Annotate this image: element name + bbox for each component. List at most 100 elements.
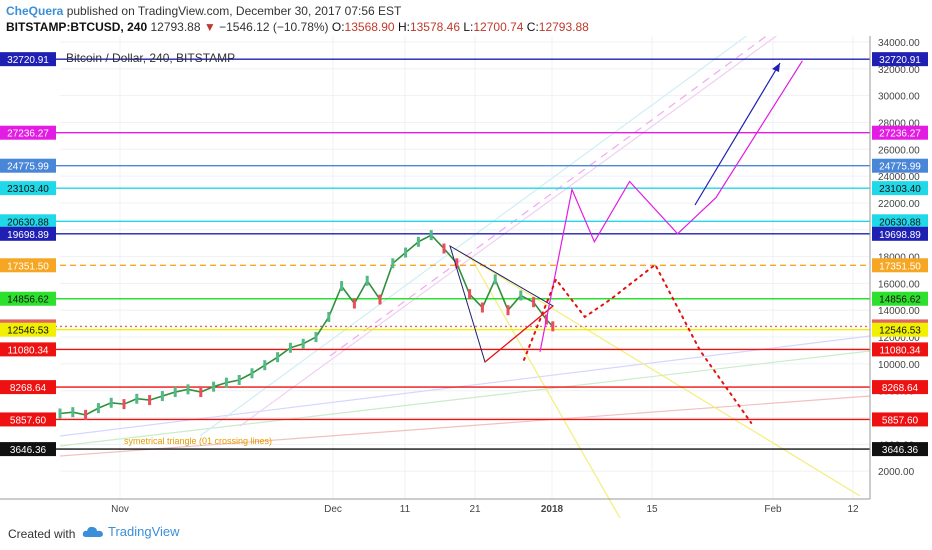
level-label-text: 27236.27 — [7, 129, 49, 140]
level-label-right: 14856.62 — [872, 291, 928, 306]
price-candle — [519, 290, 523, 301]
level-label-left: 23103.40 — [0, 181, 56, 196]
chart-background — [0, 36, 932, 518]
level-label-text: 23103.40 — [7, 184, 49, 195]
price-candle — [276, 352, 280, 363]
level-label-text: 19698.89 — [7, 230, 49, 241]
level-label-right: 19698.89 — [872, 226, 928, 241]
price-candle — [84, 409, 88, 420]
price-candle — [122, 399, 126, 410]
level-label-left: 5857.60 — [0, 412, 56, 427]
y-tick-label: 2000.00 — [878, 467, 915, 478]
chart-header: CheQuera published on TradingView.com, D… — [0, 0, 932, 36]
chart-title: Bitcoin / Dollar, 240, BITSTAMP — [66, 51, 235, 65]
price-candle — [135, 393, 139, 404]
target-arrow-line — [694, 62, 781, 206]
level-label-text: 27236.27 — [879, 129, 921, 140]
level-label-text: 24775.99 — [7, 162, 49, 173]
x-tick-label: Feb — [764, 504, 782, 515]
publication-line: CheQuera published on TradingView.com, D… — [6, 4, 401, 18]
level-label-text: 11080.34 — [880, 345, 921, 356]
price-candle — [224, 377, 228, 388]
level-label-left: 27236.27 — [0, 125, 56, 140]
price-candle — [352, 298, 356, 309]
price-candle — [416, 236, 420, 247]
price-candle — [551, 321, 555, 332]
trend-line — [59, 350, 871, 447]
quote-line: BITSTAMP:BTCUSD, 240 12793.88 ▼ −1546.12… — [6, 20, 589, 34]
level-label-left: 11080.34 — [0, 342, 56, 357]
level-label-box — [872, 442, 928, 457]
footer: Created with TradingView — [0, 518, 932, 550]
level-label-left: 19698.89 — [0, 226, 56, 241]
level-label-text: 17351.50 — [7, 261, 49, 272]
tradingview-cloud-icon — [82, 526, 103, 537]
level-label-left: 17351.50 — [0, 258, 56, 273]
y-tick-label: 32000.00 — [878, 65, 920, 76]
price-candle — [365, 275, 369, 286]
close-label: C: — [526, 20, 539, 34]
level-label-box — [0, 291, 56, 306]
level-label-right: 20630.88 — [872, 214, 928, 229]
level-label-right: 12546.53 — [872, 322, 928, 337]
y-tick-label: 16000.00 — [878, 279, 920, 290]
price-candle — [327, 311, 331, 322]
price-candle — [288, 342, 292, 353]
level-label-box — [0, 226, 56, 241]
price-candle — [148, 395, 152, 406]
price-candle — [340, 281, 344, 292]
level-label-text: 12546.53 — [7, 326, 49, 337]
tradingview-brand[interactable]: TradingView — [82, 524, 180, 539]
price-series — [58, 230, 555, 420]
price-candle — [480, 302, 484, 313]
level-label-box — [0, 181, 56, 196]
level-label-box — [0, 412, 56, 427]
level-label-right: 24775.99 — [872, 158, 928, 173]
price-candle — [250, 368, 254, 379]
price-candle — [429, 230, 433, 241]
price-candle — [58, 408, 62, 419]
level-label-left: 8268.64 — [0, 380, 56, 395]
level-label-left: 12546.53 — [0, 322, 56, 337]
level-label-text: 14856.62 — [7, 295, 49, 306]
open-label: O: — [331, 20, 345, 34]
price-change: −1546.12 (−10.78%) — [219, 20, 329, 34]
level-label-text: 32720.91 — [879, 55, 921, 66]
price-candle — [532, 297, 536, 308]
price-candle — [314, 332, 318, 343]
level-label-box — [872, 322, 928, 337]
level-label-box — [872, 158, 928, 173]
level-label-box — [0, 52, 56, 67]
trend-line — [449, 245, 861, 497]
level-label-box — [872, 181, 928, 196]
published-text: published on TradingView.com, December 3… — [66, 4, 402, 18]
level-label-left: 20630.88 — [0, 214, 56, 229]
author-link[interactable]: CheQuera — [6, 4, 64, 18]
x-tick-label: Nov — [111, 504, 129, 515]
level-label-box — [0, 258, 56, 273]
btc-price-line — [59, 234, 554, 416]
trend-line — [199, 36, 748, 437]
price-chart[interactable]: Bitcoin / Dollar, 240, BITSTAMP symetric… — [0, 36, 932, 518]
price-candle — [391, 258, 395, 269]
level-label-right: 11080.34 — [872, 342, 928, 357]
low-label: L: — [463, 20, 474, 34]
y-tick-label: 24000.00 — [878, 172, 920, 183]
y-tick-label: 22000.00 — [878, 199, 920, 210]
level-label-text: 23103.40 — [879, 184, 921, 195]
price-candle — [301, 338, 305, 349]
y-tick-label: 30000.00 — [878, 92, 920, 103]
trend-lines — [59, 36, 871, 518]
high-value: 13578.46 — [409, 20, 461, 34]
y-tick-label: 10000.00 — [878, 360, 920, 371]
projections — [449, 60, 803, 424]
level-label-text: 32720.91 — [7, 55, 49, 66]
level-label-box — [0, 380, 56, 395]
down-arrow-icon: ▼ — [203, 20, 216, 34]
price-candle — [186, 384, 190, 395]
level-label-box — [872, 52, 928, 67]
level-label-box — [0, 158, 56, 173]
x-tick-label: 2018 — [541, 504, 564, 515]
level-label-box — [872, 258, 928, 273]
last-price: 12793.88 — [150, 20, 201, 34]
